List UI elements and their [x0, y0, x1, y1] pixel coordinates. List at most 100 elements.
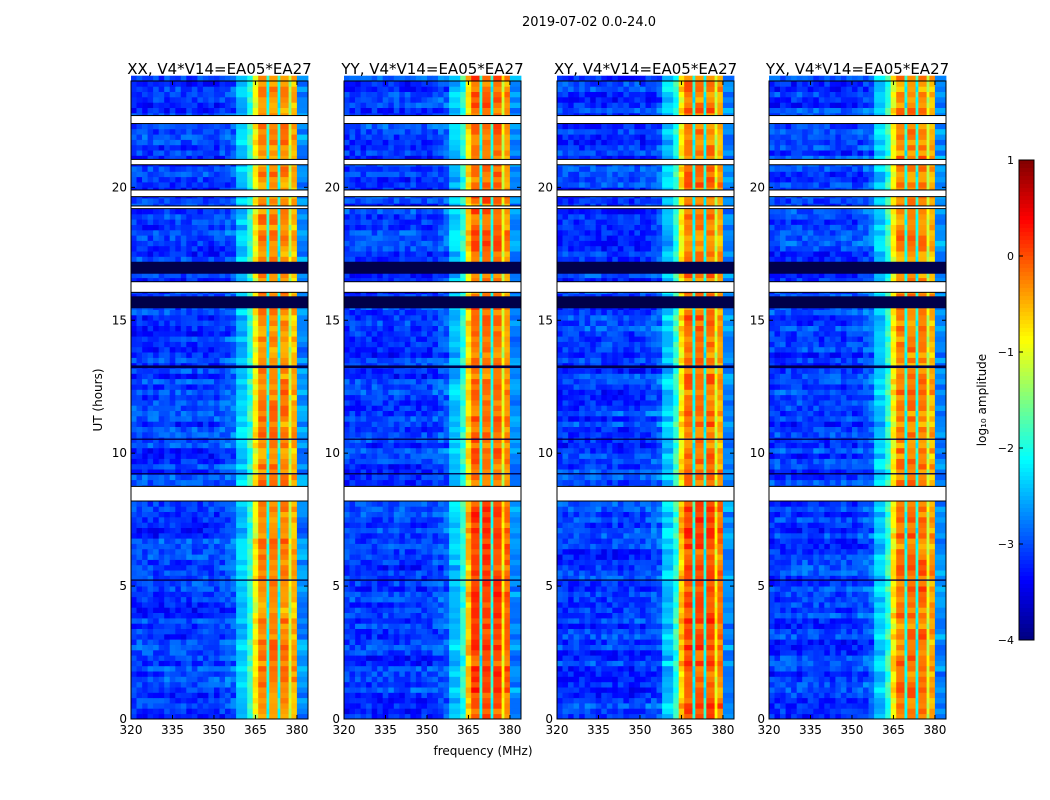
heatmap-cell [136, 591, 143, 598]
heatmap-cell [175, 389, 182, 396]
heatmap-cell [180, 474, 187, 481]
heatmap-cell [269, 426, 278, 433]
heatmap-cell [493, 681, 502, 688]
heatmap-cell [296, 713, 309, 720]
heatmap-cell [131, 384, 137, 390]
heatmap-cell [142, 176, 148, 183]
heatmap-cell [180, 697, 187, 704]
heatmap-cell [136, 660, 143, 667]
heatmap-cell [230, 447, 237, 454]
heatmap-cell [291, 314, 298, 321]
heatmap-cell [208, 378, 215, 385]
heatmap-cell [214, 437, 220, 443]
heatmap-cell [269, 346, 278, 353]
heatmap-cell [509, 607, 522, 613]
heatmap-cell [280, 171, 289, 178]
heatmap-cell [443, 586, 450, 592]
heatmap-cell [142, 368, 148, 374]
heatmap-cell [236, 352, 248, 358]
heatmap-cell [175, 394, 182, 401]
heatmap-cell [393, 602, 400, 608]
heatmap-cell [460, 633, 467, 640]
heatmap-cell [288, 655, 292, 661]
heatmap-cell [169, 458, 176, 465]
heatmap-cell [169, 224, 176, 231]
heatmap-cell [280, 554, 289, 560]
heatmap-cell [493, 532, 502, 539]
heatmap-cell [180, 150, 187, 156]
heatmap-cell [197, 692, 204, 699]
heatmap-cell [366, 671, 372, 677]
heatmap-cell [236, 219, 248, 225]
heatmap-cell [288, 665, 292, 672]
heatmap-cell [344, 644, 350, 651]
heatmap-cell [131, 692, 137, 699]
heatmap-cell [482, 501, 491, 507]
heatmap-cell [277, 681, 281, 688]
heatmap-cell [393, 522, 400, 528]
heatmap-cell [202, 91, 209, 98]
heatmap-cell [186, 309, 193, 316]
heatmap-cell [236, 107, 248, 114]
heatmap-cell [252, 575, 259, 582]
heatmap-cell [219, 474, 226, 481]
heatmap-cell [225, 442, 231, 449]
heatmap-cell [153, 532, 159, 539]
heatmap-cell [296, 506, 309, 512]
heatmap-cell [247, 586, 254, 592]
heatmap-cell [131, 580, 137, 587]
heatmap-cell [158, 245, 165, 252]
heatmap-cell [258, 644, 267, 651]
heatmap-cell [410, 612, 417, 619]
heatmap-cell [280, 144, 289, 151]
heatmap-cell [153, 633, 159, 640]
heatmap-cell [482, 554, 491, 560]
heatmap-cell [153, 564, 159, 571]
dark-row [131, 261, 308, 274]
heatmap-cell [164, 437, 171, 443]
heatmap-cell [230, 144, 237, 151]
heatmap-cell [449, 665, 461, 672]
heatmap-cell [258, 144, 267, 151]
heatmap-cell [131, 564, 137, 571]
heatmap-cell [186, 384, 193, 390]
heatmap-cell [252, 75, 259, 82]
heatmap-cell [449, 660, 461, 667]
heatmap-cell [443, 687, 450, 693]
heatmap-cell [164, 506, 171, 512]
heatmap-cell [136, 665, 143, 672]
heatmap-cell [158, 346, 165, 353]
heatmap-cell [197, 384, 204, 390]
heatmap-cell [131, 176, 137, 183]
heatmap-cell [471, 618, 480, 624]
heatmap-cell [509, 564, 522, 571]
heatmap-cell [186, 134, 193, 140]
heatmap-cell [153, 437, 159, 443]
heatmap-cell [509, 548, 522, 555]
heatmap-cell [158, 559, 165, 566]
heatmap-cell [136, 75, 143, 82]
heatmap-cell [393, 596, 400, 603]
heatmap-cell [277, 628, 281, 635]
heatmap-cell [509, 708, 522, 715]
heatmap-cell [388, 602, 395, 608]
heatmap-cell [180, 139, 187, 146]
heatmap-cell [131, 378, 137, 385]
heatmap-cell [247, 272, 254, 279]
heatmap-cell [269, 612, 278, 619]
heatmap-cell [175, 474, 182, 481]
heatmap-cell [296, 229, 309, 236]
heatmap-cell [266, 644, 270, 651]
heatmap-cell [493, 676, 502, 683]
heatmap-cell [142, 182, 148, 188]
heatmap-cell [214, 660, 220, 667]
heatmap-cell [197, 511, 204, 518]
heatmap-cell [501, 559, 505, 566]
heatmap-cell [288, 394, 292, 401]
heatmap-cell [202, 134, 209, 140]
heatmap-cell [191, 219, 198, 225]
heatmap-cell [142, 586, 148, 592]
heatmap-cell [427, 580, 433, 587]
heatmap-cell [266, 256, 270, 263]
heatmap-cell [266, 665, 270, 672]
